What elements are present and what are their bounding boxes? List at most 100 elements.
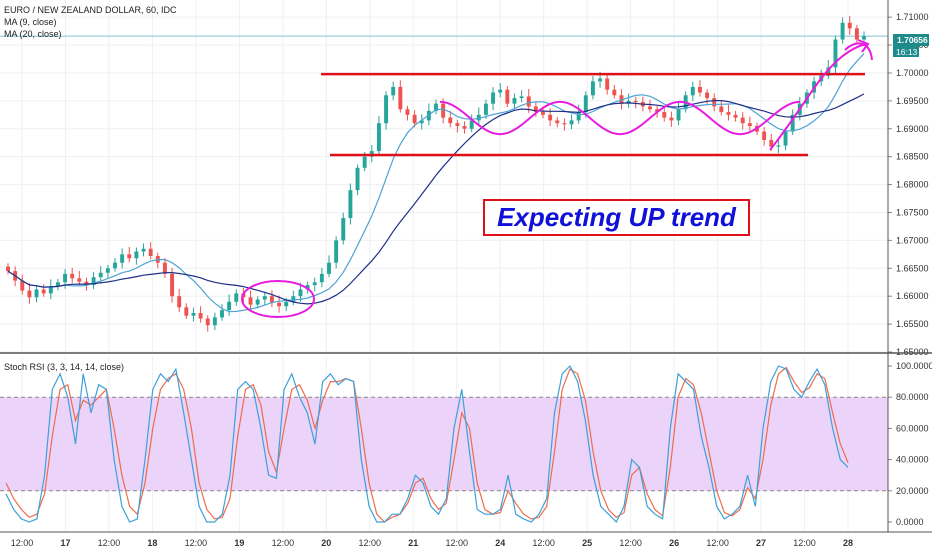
ma20-line: [7, 93, 865, 305]
candle-body: [376, 123, 381, 152]
rsi-grid: [0, 356, 888, 532]
candle-body: [134, 251, 139, 259]
x-tick-label: 28: [843, 538, 853, 548]
stoch-d-line: [5, 366, 849, 523]
candle-body: [55, 282, 60, 287]
y-tick-label: 1.66000: [896, 291, 929, 301]
candle-body: [569, 120, 574, 125]
candle-body: [205, 318, 210, 326]
candle-body: [355, 167, 360, 191]
candle-body: [48, 286, 53, 294]
candle-body: [747, 123, 752, 126]
candle-body: [562, 123, 567, 125]
x-tick-label: 26: [669, 538, 679, 548]
candle-body: [441, 103, 446, 118]
highlight-ellipse: [241, 280, 315, 318]
candle-body: [519, 96, 524, 99]
candle-body: [41, 289, 46, 294]
candle-body: [27, 290, 32, 298]
x-tick-label: 21: [408, 538, 418, 548]
candle-body: [291, 296, 296, 302]
y-tick-label: 1.71000: [896, 12, 929, 22]
candle-body: [63, 273, 68, 283]
candle-body: [255, 299, 260, 305]
candle-body: [612, 89, 617, 96]
y-tick-label: 1.70000: [896, 68, 929, 78]
candle-body: [740, 117, 745, 124]
candle-body: [220, 310, 224, 318]
candle-body: [462, 125, 467, 129]
y-tick-label: 1.68500: [896, 152, 929, 162]
candle-body: [826, 67, 831, 76]
candle-body: [548, 114, 553, 121]
x-tick-label: 12:00: [532, 538, 555, 548]
x-tick-label: 12:00: [793, 538, 816, 548]
candle-body: [91, 277, 96, 286]
x-tick-label: 12:00: [98, 538, 121, 548]
rsi-y-tick-label: 100.0000: [896, 361, 932, 371]
candle-body: [455, 123, 460, 126]
breakout-arrow: [769, 39, 870, 151]
candle-body: [141, 248, 146, 252]
candle-body: [412, 114, 417, 124]
y-tick-label: 1.68000: [896, 180, 929, 190]
candle-body: [341, 218, 346, 241]
candle-body: [491, 92, 496, 104]
candle-body: [148, 248, 153, 257]
candle-body: [555, 120, 560, 124]
candle-body: [697, 86, 702, 93]
breakout-hook: [844, 42, 873, 61]
rsi-y-tick-label: 80.0000: [896, 392, 929, 402]
candle-body: [448, 117, 453, 124]
candle-body: [705, 92, 710, 99]
candle-body: [191, 312, 196, 316]
candle-body: [483, 103, 488, 115]
candle-body: [120, 254, 125, 263]
candle-body: [526, 96, 531, 107]
candle-body: [248, 297, 253, 305]
x-tick-label: 17: [60, 538, 70, 548]
candle-body: [847, 22, 852, 29]
candle-body: [184, 307, 189, 316]
candle-body: [469, 120, 474, 129]
candle-body: [305, 285, 310, 290]
candle-body: [769, 139, 774, 147]
candle-body: [662, 112, 667, 118]
candle-body: [212, 317, 217, 326]
candle-body: [20, 280, 25, 291]
candle-body: [198, 312, 203, 319]
candle-body: [505, 89, 510, 104]
rsi-lines: [5, 364, 849, 524]
annotation-box: Expecting UP trend: [483, 199, 750, 236]
candle-body: [476, 114, 481, 121]
candle-body: [384, 95, 389, 124]
rsi-y-tick-label: 60.0000: [896, 423, 929, 433]
candle-body: [227, 301, 232, 311]
candle-body: [512, 98, 517, 104]
candle-body: [655, 109, 660, 113]
candle-body: [84, 281, 89, 286]
candle-body: [362, 156, 367, 168]
candle-body: [541, 112, 545, 115]
candle-body: [262, 296, 267, 300]
candle-body: [70, 273, 75, 279]
candle-body: [854, 28, 859, 40]
candles: [6, 16, 866, 332]
x-tick-label: 12:00: [185, 538, 208, 548]
y-tick-label: 1.70500: [896, 40, 929, 50]
candle-body: [633, 100, 638, 102]
x-tick-label: 25: [582, 538, 592, 548]
candle-body: [127, 254, 132, 259]
candle-body: [6, 266, 10, 272]
candle-body: [327, 262, 331, 274]
candle-body: [576, 112, 581, 121]
candle-body: [862, 36, 866, 40]
x-tick-label: 20: [321, 538, 331, 548]
x-tick-label: 12:00: [706, 538, 729, 548]
x-tick-label: 12:00: [272, 538, 295, 548]
rsi-y-tick-label: 20.0000: [896, 486, 929, 496]
x-tick-label: 19: [234, 538, 244, 548]
drawings: [241, 39, 873, 318]
